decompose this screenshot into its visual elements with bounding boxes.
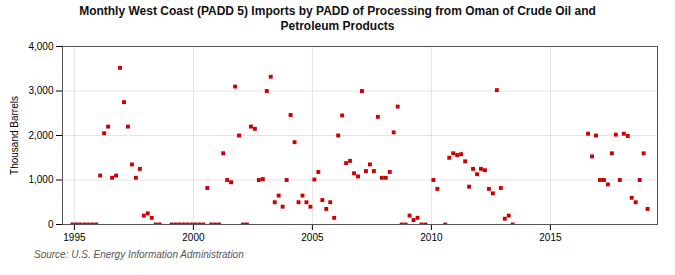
svg-text:1995: 1995 xyxy=(63,232,86,243)
svg-text:Thousand Barrels: Thousand Barrels xyxy=(9,96,20,175)
svg-text:2015: 2015 xyxy=(539,232,562,243)
html-text:Source: U.S. Energy Informatio: Source: U.S. Energy Information Administ… xyxy=(34,249,244,260)
svg-text:2005: 2005 xyxy=(301,232,324,243)
svg-text:4,000: 4,000 xyxy=(28,41,53,52)
svg-text:1,000: 1,000 xyxy=(28,174,53,185)
svg-text:0: 0 xyxy=(48,219,54,230)
svg-text:2010: 2010 xyxy=(420,232,443,243)
svg-text:2,000: 2,000 xyxy=(28,130,53,141)
html-text:Monthly West Coast (PADD 5) Im: Monthly West Coast (PADD 5) Imports by P… xyxy=(79,4,596,33)
svg-text:2000: 2000 xyxy=(182,232,205,243)
svg-text:3,000: 3,000 xyxy=(28,85,53,96)
